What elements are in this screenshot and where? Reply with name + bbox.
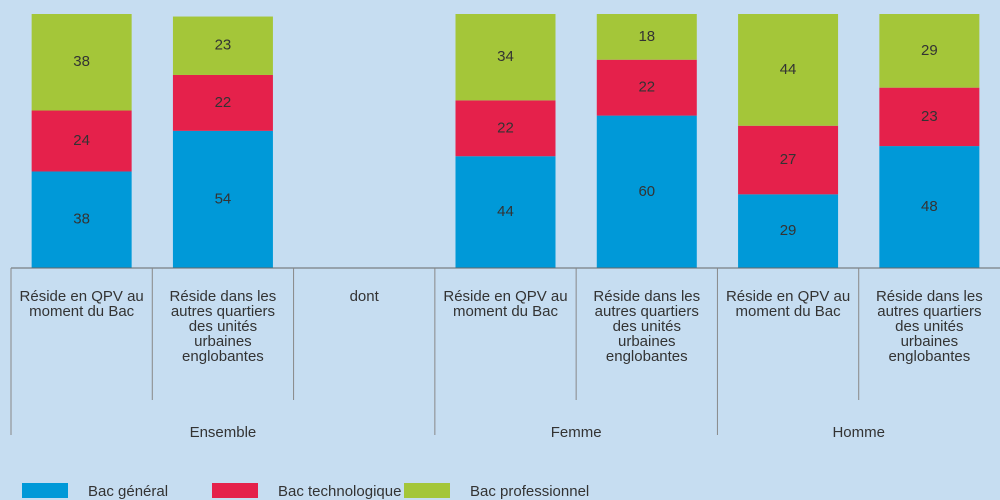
data-label: 29 — [780, 222, 797, 239]
data-label: 34 — [497, 48, 514, 65]
data-label: 48 — [921, 198, 938, 215]
bar-segment — [596, 14, 697, 60]
legend-label: Bac général — [88, 483, 168, 500]
legend-label: Bac professionnel — [470, 483, 589, 500]
data-label: 38 — [73, 53, 90, 70]
data-label: 29 — [921, 42, 938, 59]
bar-segment — [455, 156, 556, 268]
x-tick-label: Réside dans les autres quartiers des uni… — [169, 288, 277, 365]
bar-segment — [879, 146, 980, 268]
data-label: 18 — [638, 28, 655, 45]
bar-segment — [172, 16, 273, 75]
data-label: 44 — [780, 61, 797, 78]
bar-segment — [879, 14, 980, 88]
legend-label: Bac technologique — [278, 483, 401, 500]
bar-segment — [738, 14, 839, 126]
x-tick-label: dont — [349, 288, 379, 305]
bar-segment — [31, 14, 132, 111]
x-tick-label: Réside dans les autres quartiers des uni… — [875, 288, 983, 365]
group-label: Homme — [832, 424, 885, 441]
legend-swatch — [22, 483, 68, 498]
bar-segment — [31, 110, 132, 172]
bar-segment — [455, 100, 556, 157]
group-label: Femme — [551, 424, 602, 441]
data-label: 54 — [215, 190, 232, 207]
bar-segment — [738, 125, 839, 195]
data-label: 22 — [638, 79, 655, 96]
x-tick-label: Réside dans les autres quartiers des uni… — [593, 288, 701, 365]
bar-segment — [172, 130, 273, 268]
bar-segment — [455, 14, 556, 101]
bar-segment — [172, 74, 273, 131]
bar-segment — [596, 115, 697, 268]
data-label: 24 — [73, 132, 90, 149]
data-label: 27 — [780, 151, 797, 168]
data-label: 22 — [215, 94, 232, 111]
data-label: 38 — [73, 211, 90, 228]
x-tick-label: Réside en QPV au moment du Bac — [443, 288, 568, 320]
legend-swatch — [212, 483, 258, 498]
data-label: 44 — [497, 203, 514, 220]
bar-segment — [879, 87, 980, 147]
data-label: 22 — [497, 119, 514, 136]
x-tick-label: Réside en QPV au moment du Bac — [19, 288, 144, 320]
legend-swatch — [404, 483, 450, 498]
data-label: 23 — [215, 37, 232, 54]
bar-segment — [738, 194, 839, 268]
bar-segment — [31, 171, 132, 268]
bar-segment — [596, 59, 697, 116]
data-label: 23 — [921, 108, 938, 125]
x-tick-label: Réside en QPV au moment du Bac — [725, 288, 851, 320]
data-label: 60 — [638, 183, 655, 200]
group-label: Ensemble — [190, 424, 257, 441]
